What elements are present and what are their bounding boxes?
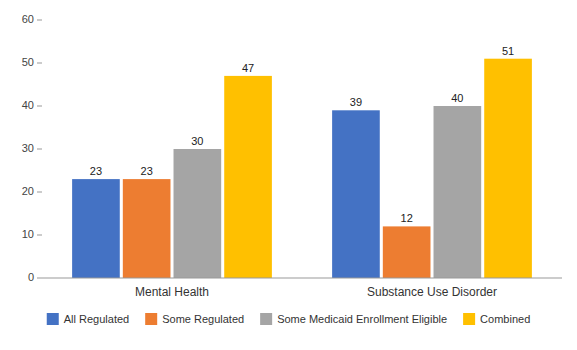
y-tick — [37, 63, 42, 64]
x-tick-label: Substance Use Disorder — [367, 285, 497, 299]
legend-swatch — [463, 313, 475, 325]
bar — [174, 149, 222, 278]
legend-label: Some Regulated — [162, 313, 244, 325]
bars — [72, 59, 532, 278]
y-tick — [37, 278, 42, 279]
y-tick — [37, 106, 42, 107]
bar — [434, 106, 482, 278]
legend-label: Some Medicaid Enrollment Eligible — [277, 313, 447, 325]
chart-container: 0 10 20 30 40 50 60 23 39 23 12 30 40 47 51 Mental Heal… — [0, 0, 577, 350]
bar — [332, 110, 380, 278]
data-labels: 23 39 23 12 30 40 47 51 — [90, 45, 514, 225]
data-label: 39 — [350, 96, 362, 108]
chart-svg: 0 10 20 30 40 50 60 23 39 23 12 30 40 47 51 Mental Heal… — [0, 0, 577, 350]
legend-item: All Regulated — [47, 313, 129, 325]
legend-swatch — [47, 313, 59, 325]
y-tick — [37, 20, 42, 21]
legend-item: Some Regulated — [145, 313, 244, 325]
legend-swatch — [145, 313, 157, 325]
data-label: 47 — [242, 62, 254, 74]
legend-label: Combined — [480, 313, 530, 325]
bar — [484, 59, 532, 278]
legend-item: Combined — [463, 313, 530, 325]
legend: All Regulated Some Regulated Some Medicaid… — [47, 313, 531, 325]
legend-label: All Regulated — [64, 313, 129, 325]
x-tick-label: Mental Health — [135, 285, 209, 299]
y-tick-label: 30 — [22, 142, 34, 154]
y-tick — [37, 235, 42, 236]
bar — [224, 76, 272, 278]
data-label: 40 — [451, 92, 463, 104]
y-tick-label: 20 — [22, 185, 34, 197]
y-tick — [37, 149, 42, 150]
bar — [383, 226, 431, 278]
y-tick-label: 40 — [22, 99, 34, 111]
x-axis: Mental Health Substance Use Disorder — [42, 278, 562, 299]
x-axis-line — [42, 278, 562, 279]
y-tick — [37, 192, 42, 193]
bar — [72, 179, 120, 278]
y-tick-label: 0 — [28, 271, 34, 283]
data-label: 23 — [90, 165, 102, 177]
data-label: 12 — [401, 212, 413, 224]
data-label: 23 — [141, 165, 153, 177]
y-tick-label: 50 — [22, 56, 34, 68]
legend-item: Some Medicaid Enrollment Eligible — [260, 313, 447, 325]
y-axis: 0 10 20 30 40 50 60 — [22, 13, 42, 283]
y-tick-label: 10 — [22, 228, 34, 240]
data-label: 30 — [191, 135, 203, 147]
y-tick-label: 60 — [22, 13, 34, 25]
legend-swatch — [260, 313, 272, 325]
data-label: 51 — [502, 45, 514, 57]
bar — [123, 179, 171, 278]
